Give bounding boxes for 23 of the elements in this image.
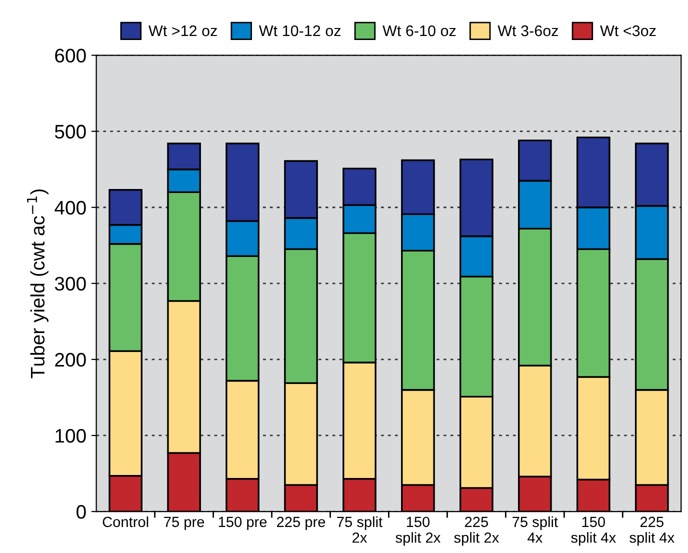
x-tick-label: 150 split 2x xyxy=(396,516,440,546)
x-tick-label: 75 pre xyxy=(164,516,204,530)
y-tick-label: 400 xyxy=(54,200,86,215)
legend-label: Wt <3oz xyxy=(600,25,656,36)
y-tick-label: 0 xyxy=(76,504,86,519)
y-tick-label: 200 xyxy=(55,352,86,367)
y-tick-label: 500 xyxy=(54,124,86,139)
x-tick-label: 150 pre xyxy=(218,516,267,530)
x-tick-label: 75 split 4x xyxy=(512,516,558,543)
legend-label: Wt >12 oz xyxy=(148,25,217,36)
y-tick-label: 100 xyxy=(56,428,86,443)
legend-label: Wt 6-10 oz xyxy=(382,25,456,36)
y-tick-label: 600 xyxy=(55,48,86,63)
legend-label: Wt 3-6oz xyxy=(498,25,558,36)
x-tick-label: Control xyxy=(102,516,148,528)
x-tick-label: 75 split 2x xyxy=(337,516,382,543)
y-axis-title: Tuber yield (cwt ac$^{−1}$) xyxy=(27,189,48,378)
x-tick-label: 225 split 2x xyxy=(454,516,499,546)
legend-label: Wt 10-12 oz xyxy=(258,25,341,36)
x-tick-label: 225 split 4x xyxy=(630,516,674,546)
y-tick-label: 300 xyxy=(54,276,86,291)
x-tick-label: 225 pre xyxy=(277,516,326,530)
x-tick-label: 150 split 4x xyxy=(571,516,616,546)
